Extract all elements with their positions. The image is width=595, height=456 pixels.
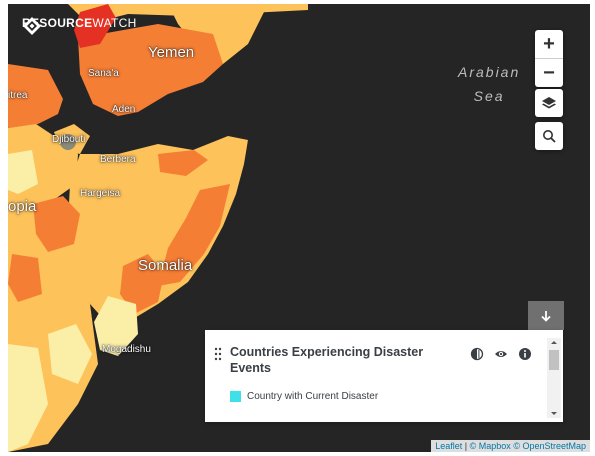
gulf-of-aden xyxy=(88,86,283,152)
region-somalia-south xyxy=(120,254,164,314)
leaflet-link[interactable]: Leaflet xyxy=(435,441,463,451)
map-frame: RESOURCE WATCH Yemen Somalia opia Sana'a … xyxy=(8,4,590,452)
region-somalia xyxy=(68,136,248,324)
zoom-control: + − xyxy=(535,30,563,87)
label-ethiopia: opia xyxy=(8,198,37,215)
label-mogadishu: Mogadishu xyxy=(102,344,151,355)
label-aden: Aden xyxy=(112,104,136,115)
legend-item-label: Country with Current Disaster xyxy=(247,391,379,402)
label-arabian-sea-line2: Sea xyxy=(473,88,505,104)
label-eritrea: itrea xyxy=(8,90,28,101)
label-djibouti: Djibouti xyxy=(52,134,86,145)
layers-icon xyxy=(542,97,556,109)
opacity-icon xyxy=(470,347,484,361)
region-mogadishu xyxy=(94,296,138,356)
drag-handle-icon[interactable] xyxy=(214,347,222,361)
layers-button[interactable] xyxy=(535,89,563,117)
region-yemen xyxy=(78,24,223,116)
region-ethiopia-north-low xyxy=(8,150,38,194)
region-ethiopia-east xyxy=(33,196,80,252)
region-saudi-border xyxy=(74,4,116,48)
search-button[interactable] xyxy=(535,122,563,150)
label-arabian-sea: Arabian Sea xyxy=(458,60,520,108)
legend-layer-title: Countries Experiencing Disaster Events xyxy=(230,345,424,375)
opacity-button[interactable] xyxy=(470,347,484,361)
region-ethiopia-southwest xyxy=(8,254,42,302)
arrow-down-icon xyxy=(541,310,551,322)
label-berbera: Berbera xyxy=(100,154,136,165)
region-kenya xyxy=(8,344,48,452)
label-somalia: Somalia xyxy=(138,257,193,274)
brand-logo[interactable]: RESOURCE WATCH xyxy=(22,16,137,35)
visibility-button[interactable] xyxy=(494,347,508,361)
search-control xyxy=(535,122,563,150)
djibouti-marker xyxy=(60,134,76,150)
osm-link[interactable]: © OpenStreetMap xyxy=(513,441,586,451)
label-arabian-sea-line1: Arabian xyxy=(458,64,521,80)
layers-control xyxy=(535,89,563,117)
region-somaliland-east xyxy=(158,150,208,176)
legend-toggle-button[interactable] xyxy=(528,301,564,330)
region-kenya-east xyxy=(48,324,92,384)
label-hargeisa: Hargeisa xyxy=(80,188,121,199)
brand-name-light: WATCH xyxy=(92,16,137,30)
search-icon xyxy=(543,130,556,143)
region-eritrea xyxy=(8,64,63,128)
zoom-out-button[interactable]: − xyxy=(535,58,563,87)
region-oman xyxy=(168,4,268,64)
map-attribution: Leaflet | © Mapbox © OpenStreetMap xyxy=(431,440,590,452)
attribution-separator: | xyxy=(464,441,468,451)
region-somalia-central xyxy=(158,184,230,286)
legend-tools xyxy=(470,347,532,361)
resourcewatch-icon xyxy=(23,17,41,35)
mapbox-link[interactable]: © Mapbox xyxy=(469,441,511,451)
info-icon xyxy=(519,348,531,360)
zoom-in-button[interactable]: + xyxy=(543,32,555,55)
eye-icon xyxy=(495,351,507,357)
legend-item: Country with Current Disaster xyxy=(230,391,378,402)
legend-scrollbar[interactable] xyxy=(547,338,561,418)
label-sanaa: Sana'a xyxy=(88,68,119,79)
info-button[interactable] xyxy=(518,347,532,361)
legend-swatch xyxy=(230,391,241,402)
label-yemen: Yemen xyxy=(148,44,195,61)
legend-panel: Countries Experiencing Disaster Events xyxy=(205,330,563,422)
